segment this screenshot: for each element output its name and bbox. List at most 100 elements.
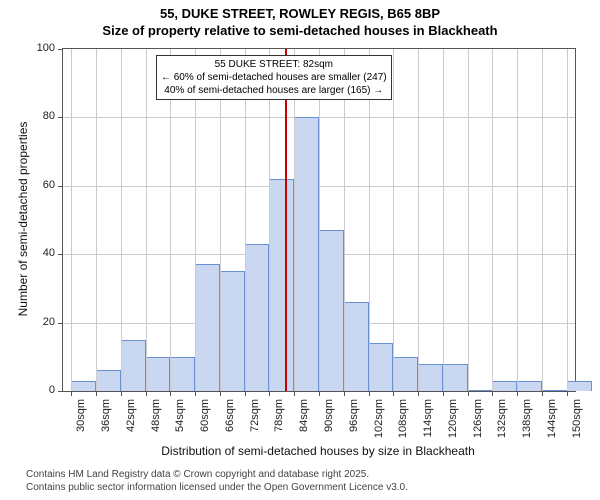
xtick-label: 72sqm [249, 399, 261, 447]
xtick-label: 84sqm [298, 399, 310, 447]
gridline-v [468, 49, 469, 391]
histogram-bar [294, 117, 319, 391]
x-axis-label: Distribution of semi-detached houses by … [62, 444, 574, 458]
annotation-line-3: 40% of semi-detached houses are larger (… [161, 84, 387, 97]
gridline-v [319, 49, 320, 391]
annotation-line-2: ← 60% of semi-detached houses are smalle… [161, 71, 387, 84]
footer-line-2: Contains public sector information licen… [26, 481, 408, 494]
gridline-v [418, 49, 419, 391]
ytick-mark [58, 186, 63, 187]
xtick-mark [71, 391, 72, 396]
histogram-bar [170, 357, 195, 391]
xtick-label: 120sqm [447, 399, 459, 447]
footer-line-1: Contains HM Land Registry data © Crown c… [26, 468, 408, 481]
xtick-mark [170, 391, 171, 396]
histogram-bar [369, 343, 394, 391]
histogram-bar [269, 179, 294, 391]
ytick-label: 20 [29, 316, 55, 328]
xtick-label: 108sqm [397, 399, 409, 447]
histogram-bar [220, 271, 245, 391]
xtick-label: 66sqm [224, 399, 236, 447]
xtick-label: 36sqm [100, 399, 112, 447]
xtick-mark [369, 391, 370, 396]
xtick-label: 42sqm [125, 399, 137, 447]
chart-title: 55, DUKE STREET, ROWLEY REGIS, B65 8BP S… [0, 6, 600, 40]
histogram-bar [517, 381, 542, 391]
gridline-v [542, 49, 543, 391]
xtick-label: 114sqm [422, 399, 434, 447]
xtick-mark [195, 391, 196, 396]
histogram-bar [96, 370, 121, 391]
histogram-bar [245, 244, 270, 391]
xtick-label: 60sqm [199, 399, 211, 447]
xtick-mark [220, 391, 221, 396]
xtick-mark [418, 391, 419, 396]
histogram-bar [492, 381, 517, 391]
gridline-v [393, 49, 394, 391]
gridline-v [517, 49, 518, 391]
gridline-v [170, 49, 171, 391]
annotation-box: 55 DUKE STREET: 82sqm← 60% of semi-detac… [156, 55, 392, 100]
xtick-mark [567, 391, 568, 396]
xtick-mark [294, 391, 295, 396]
y-axis-label: Number of semi-detached properties [16, 109, 30, 329]
xtick-mark [517, 391, 518, 396]
xtick-label: 102sqm [373, 399, 385, 447]
xtick-label: 48sqm [150, 399, 162, 447]
xtick-label: 150sqm [571, 399, 583, 447]
histogram-chart: 55, DUKE STREET, ROWLEY REGIS, B65 8BP S… [0, 0, 600, 500]
xtick-label: 126sqm [472, 399, 484, 447]
xtick-mark [121, 391, 122, 396]
xtick-mark [468, 391, 469, 396]
xtick-mark [492, 391, 493, 396]
gridline-v [146, 49, 147, 391]
gridline-v [344, 49, 345, 391]
histogram-bar [195, 264, 220, 391]
gridline-v [443, 49, 444, 391]
gridline-v [121, 49, 122, 391]
xtick-label: 78sqm [273, 399, 285, 447]
gridline-v [369, 49, 370, 391]
xtick-mark [96, 391, 97, 396]
xtick-label: 54sqm [174, 399, 186, 447]
ytick-label: 100 [29, 42, 55, 54]
xtick-label: 30sqm [75, 399, 87, 447]
histogram-bar [344, 302, 369, 391]
xtick-label: 90sqm [323, 399, 335, 447]
ytick-label: 60 [29, 179, 55, 191]
ytick-label: 0 [29, 384, 55, 396]
xtick-mark [393, 391, 394, 396]
ytick-mark [58, 391, 63, 392]
histogram-bar [468, 390, 493, 391]
xtick-label: 96sqm [348, 399, 360, 447]
histogram-bar [418, 364, 443, 391]
xtick-mark [319, 391, 320, 396]
gridline-v [294, 49, 295, 391]
title-line-2: Size of property relative to semi-detach… [0, 23, 600, 40]
title-line-1: 55, DUKE STREET, ROWLEY REGIS, B65 8BP [0, 6, 600, 23]
histogram-bar [146, 357, 171, 391]
histogram-bar [319, 230, 344, 391]
gridline-v [96, 49, 97, 391]
annotation-line-1: 55 DUKE STREET: 82sqm [161, 58, 387, 71]
ytick-mark [58, 117, 63, 118]
footer-attribution: Contains HM Land Registry data © Crown c… [26, 468, 408, 494]
gridline-v [71, 49, 72, 391]
xtick-label: 138sqm [521, 399, 533, 447]
gridline-v [195, 49, 196, 391]
histogram-bar [443, 364, 468, 391]
gridline-v [269, 49, 270, 391]
ytick-label: 40 [29, 247, 55, 259]
xtick-mark [245, 391, 246, 396]
histogram-bar [121, 340, 146, 391]
ytick-mark [58, 254, 63, 255]
xtick-mark [269, 391, 270, 396]
histogram-bar [567, 381, 592, 391]
xtick-mark [146, 391, 147, 396]
plot-area: 02040608010030sqm36sqm42sqm48sqm54sqm60s… [62, 48, 576, 392]
gridline-v [245, 49, 246, 391]
xtick-label: 132sqm [496, 399, 508, 447]
histogram-bar [71, 381, 96, 391]
histogram-bar [393, 357, 418, 391]
reference-line [285, 49, 287, 391]
